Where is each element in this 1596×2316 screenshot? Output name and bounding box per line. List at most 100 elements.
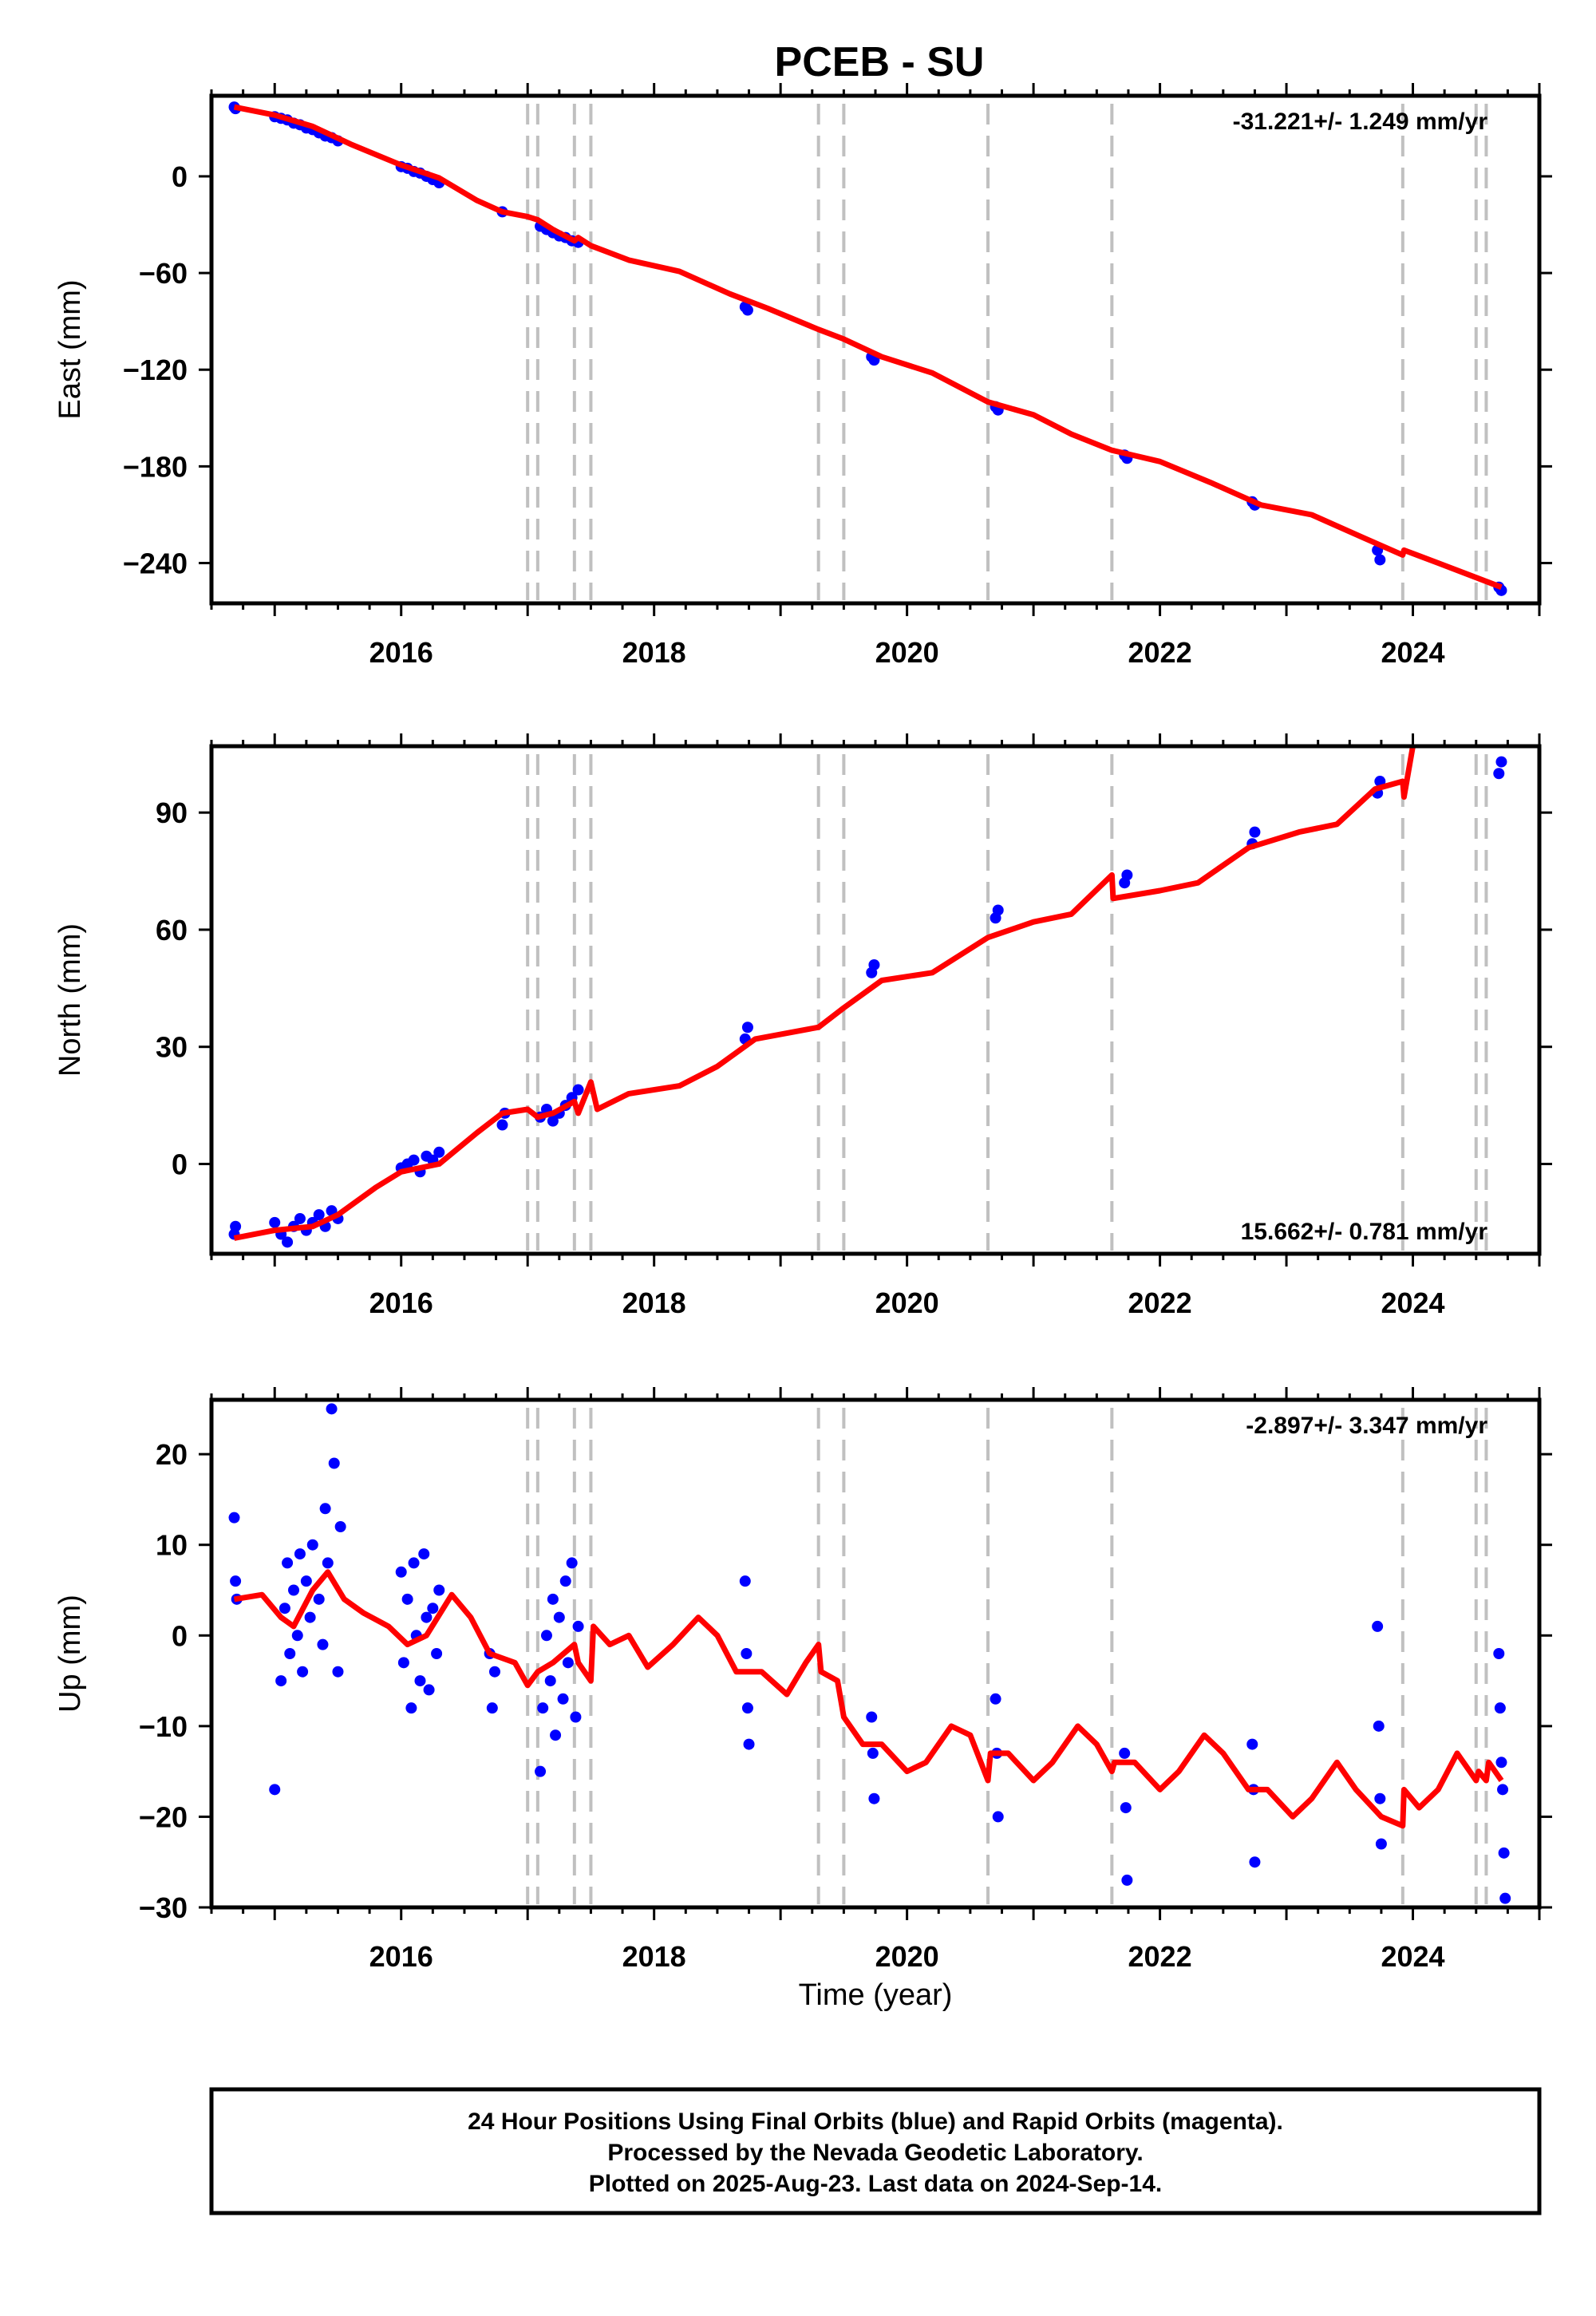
data-point	[741, 1648, 753, 1659]
north-panel: 2016 2018 2020 2022 2024 0 30 60 90 North (mm) 15.…	[53, 733, 1552, 1319]
data-point	[990, 1693, 1001, 1705]
data-point	[414, 1675, 426, 1687]
data-point	[553, 1611, 565, 1623]
data-point	[431, 1648, 443, 1659]
data-point	[486, 1702, 498, 1714]
y-tick-label: 20	[156, 1438, 188, 1471]
model-line	[233, 1569, 1504, 1829]
data-point	[408, 1557, 420, 1569]
x-tick-label: 2018	[622, 1940, 686, 1973]
y-tick-label: 0	[172, 1619, 188, 1652]
data-point	[317, 1638, 329, 1650]
data-point	[313, 1593, 325, 1605]
data-point	[547, 1593, 559, 1605]
footer-box: 24 Hour Positions Using Final Orbits (bl…	[209, 2087, 1542, 2215]
data-point	[282, 1557, 294, 1569]
data-point	[1373, 1720, 1385, 1732]
data-point	[992, 904, 1004, 916]
x-tick-label: 2022	[1128, 1286, 1192, 1319]
data-point	[868, 1792, 880, 1804]
x-tick-label: 2020	[875, 636, 939, 669]
y-tick-label: −180	[123, 450, 188, 483]
data-point	[328, 1457, 340, 1469]
y-axis-label: East (mm)	[53, 279, 87, 419]
data-point	[741, 1022, 753, 1034]
data-point	[294, 1212, 306, 1224]
y-tick-label: −30	[139, 1891, 188, 1924]
data-point	[488, 1666, 500, 1678]
data-point	[297, 1666, 309, 1678]
y-tick-label: 10	[156, 1529, 188, 1562]
data-point	[559, 1575, 571, 1587]
x-tick-label: 2022	[1128, 1940, 1192, 1973]
plot-frame	[209, 1397, 1542, 1910]
y-tick-label: −20	[139, 1800, 188, 1833]
data-point	[288, 1584, 300, 1596]
rate-label: -31.221+/- 1.249 mm/yr	[1233, 109, 1488, 135]
data-point	[866, 1711, 878, 1723]
data-point	[269, 1216, 281, 1228]
x-tick-label: 2024	[1381, 1940, 1444, 1973]
data-point	[304, 1611, 316, 1623]
data-point	[423, 1684, 435, 1696]
data-point	[1493, 1648, 1505, 1659]
data-point	[1120, 1802, 1132, 1814]
data-point	[1121, 1874, 1133, 1886]
x-tick-label: 2018	[622, 1286, 686, 1319]
data-point	[741, 1702, 753, 1714]
x-tick-label: 2020	[875, 1286, 939, 1319]
x-tick-label: 2020	[875, 1940, 939, 1973]
x-tick-label: 2022	[1128, 636, 1192, 669]
data-point	[1499, 1892, 1511, 1904]
data-point	[395, 1566, 407, 1578]
data-point	[284, 1648, 296, 1659]
data-point	[1372, 1620, 1384, 1632]
y-tick-label: 60	[156, 914, 188, 947]
data-point	[1119, 1747, 1131, 1759]
data-point	[1374, 1792, 1386, 1804]
data-point	[1375, 1838, 1387, 1850]
data-point	[1498, 1847, 1510, 1859]
data-point	[408, 1154, 420, 1166]
model-line	[233, 104, 1503, 591]
y-axis-label: North (mm)	[53, 923, 87, 1077]
data-point	[566, 1557, 578, 1569]
data-point	[1374, 554, 1386, 566]
y-tick-label: −10	[139, 1710, 188, 1743]
data-point	[269, 1784, 281, 1796]
east-panel: 2016 2018 2020 2022 2024 0 −60 −120 −180 −240 East…	[53, 83, 1552, 669]
data-point	[572, 1084, 584, 1096]
y-tick-label: 0	[172, 160, 188, 193]
data-point	[397, 1657, 409, 1669]
data-point	[496, 1119, 508, 1131]
data-point	[537, 1702, 549, 1714]
data-point	[535, 1765, 547, 1777]
y-tick-label: 30	[156, 1031, 188, 1064]
data-point	[550, 1729, 562, 1741]
data-point	[326, 1403, 338, 1415]
plot-frame	[209, 93, 1542, 606]
x-tick-label: 2024	[1381, 1286, 1444, 1319]
x-tick-label: 2016	[369, 636, 433, 669]
data-point	[300, 1575, 312, 1587]
data-point	[230, 1575, 242, 1587]
x-tick-label: 2024	[1381, 636, 1444, 669]
data-point	[1495, 756, 1507, 768]
data-point	[291, 1630, 303, 1642]
data-point	[741, 304, 753, 316]
footer-line-1: 24 Hour Positions Using Final Orbits (bl…	[468, 2109, 1283, 2135]
data-point	[1495, 1757, 1507, 1769]
data-point	[562, 1657, 574, 1669]
data-point	[1249, 826, 1261, 838]
x-tick-label: 2016	[369, 1286, 433, 1319]
data-point	[401, 1593, 413, 1605]
data-point	[319, 1503, 331, 1515]
chart-title: PCEB - SU	[775, 39, 985, 85]
data-point	[1246, 1738, 1258, 1750]
data-point	[306, 1539, 318, 1551]
x-tick-label: 2018	[622, 636, 686, 669]
y-tick-label: −240	[123, 547, 188, 580]
data-point	[334, 1521, 346, 1532]
data-point	[275, 1675, 287, 1687]
y-axis-label: Up (mm)	[53, 1595, 87, 1713]
